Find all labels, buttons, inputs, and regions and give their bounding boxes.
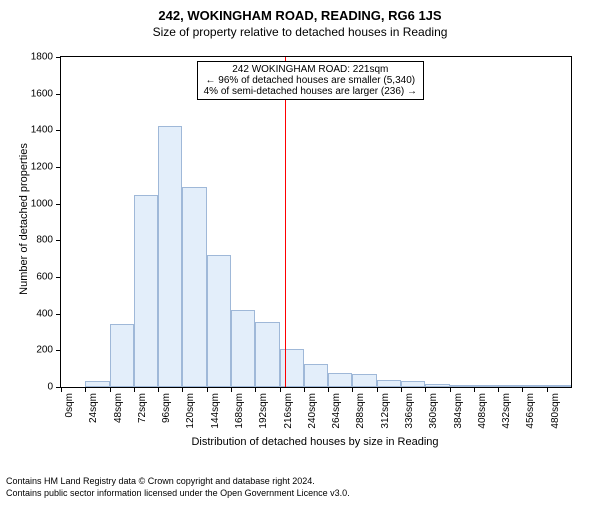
histogram-bar bbox=[377, 380, 401, 387]
histogram-bar bbox=[85, 381, 109, 387]
annotation-line: 242 WOKINGHAM ROAD: 221sqm bbox=[204, 64, 417, 75]
x-tick-label: 216sqm bbox=[283, 393, 294, 429]
x-tick-label: 168sqm bbox=[234, 393, 245, 429]
y-tick-label: 1000 bbox=[31, 198, 53, 209]
y-tick-label: 600 bbox=[36, 272, 53, 283]
x-tick-label: 192sqm bbox=[258, 393, 269, 429]
y-tick-label: 0 bbox=[47, 382, 53, 393]
y-tick-label: 1600 bbox=[31, 88, 53, 99]
histogram-bar bbox=[304, 364, 328, 387]
x-tick-label: 408sqm bbox=[477, 393, 488, 429]
histogram-bar bbox=[474, 385, 498, 387]
x-tick-label: 96sqm bbox=[161, 393, 172, 423]
x-tick-label: 360sqm bbox=[428, 393, 439, 429]
histogram-bar bbox=[522, 385, 546, 387]
histogram-bar bbox=[425, 384, 449, 387]
histogram-bar bbox=[450, 385, 474, 387]
x-tick-label: 456sqm bbox=[525, 393, 536, 429]
x-tick-label: 288sqm bbox=[355, 393, 366, 429]
x-axis-label: Distribution of detached houses by size … bbox=[60, 436, 570, 448]
x-tick-label: 48sqm bbox=[113, 393, 124, 423]
x-tick-label: 24sqm bbox=[88, 393, 99, 423]
footer-line-1: Contains HM Land Registry data © Crown c… bbox=[6, 476, 315, 486]
histogram-bar bbox=[110, 324, 134, 387]
x-tick-label: 480sqm bbox=[550, 393, 561, 429]
histogram-bar bbox=[158, 126, 182, 387]
histogram-bar bbox=[280, 349, 304, 388]
histogram-bar bbox=[328, 373, 352, 387]
y-tick-label: 1800 bbox=[31, 52, 53, 63]
x-tick-label: 0sqm bbox=[64, 393, 75, 417]
annotation-line: ← 96% of detached houses are smaller (5,… bbox=[204, 75, 417, 86]
histogram-bar bbox=[498, 385, 522, 387]
histogram-bar bbox=[547, 385, 571, 387]
y-tick-label: 1400 bbox=[31, 125, 53, 136]
x-tick-label: 264sqm bbox=[331, 393, 342, 429]
y-axis-label: Number of detached properties bbox=[18, 129, 30, 309]
histogram-bar bbox=[231, 310, 255, 387]
x-tick-label: 120sqm bbox=[185, 393, 196, 429]
histogram-bar bbox=[134, 195, 158, 388]
x-tick-label: 240sqm bbox=[307, 393, 318, 429]
histogram-bar bbox=[255, 322, 279, 387]
page-subtitle: Size of property relative to detached ho… bbox=[0, 25, 600, 39]
footer-line-2: Contains public sector information licen… bbox=[6, 488, 350, 498]
reference-line bbox=[285, 57, 286, 387]
annotation-box: 242 WOKINGHAM ROAD: 221sqm← 96% of detac… bbox=[197, 61, 424, 100]
annotation-line: 4% of semi-detached houses are larger (2… bbox=[204, 86, 417, 97]
x-tick-label: 312sqm bbox=[380, 393, 391, 429]
page-title: 242, WOKINGHAM ROAD, READING, RG6 1JS bbox=[0, 8, 600, 23]
y-tick-label: 200 bbox=[36, 345, 53, 356]
x-tick-label: 336sqm bbox=[404, 393, 415, 429]
histogram-bar bbox=[207, 255, 231, 387]
histogram-chart: 0200400600800100012001400160018000sqm24s… bbox=[60, 56, 572, 388]
histogram-bar bbox=[182, 187, 206, 387]
y-tick-label: 800 bbox=[36, 235, 53, 246]
x-tick-label: 432sqm bbox=[501, 393, 512, 429]
y-tick-label: 400 bbox=[36, 308, 53, 319]
histogram-bar bbox=[352, 374, 376, 387]
x-tick-label: 384sqm bbox=[453, 393, 464, 429]
x-tick-label: 72sqm bbox=[137, 393, 148, 423]
y-tick-label: 1200 bbox=[31, 162, 53, 173]
histogram-bar bbox=[401, 381, 425, 387]
x-tick-label: 144sqm bbox=[210, 393, 221, 429]
